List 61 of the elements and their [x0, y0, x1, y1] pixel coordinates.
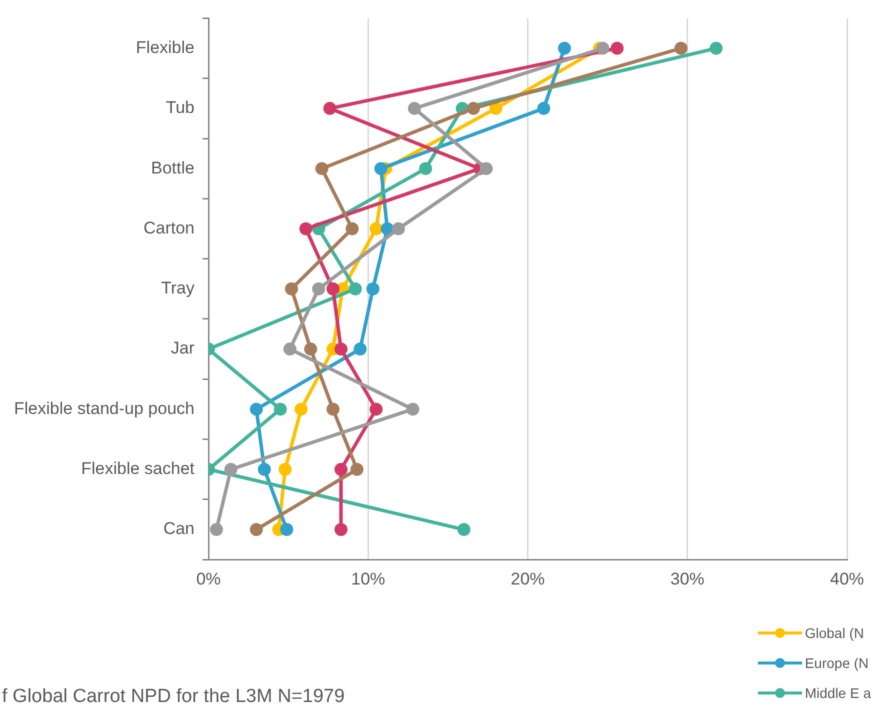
point: [366, 282, 380, 296]
x-tick-label: 0%: [196, 569, 221, 588]
point: [374, 162, 388, 176]
point: [406, 402, 420, 416]
legend-label: Middle E a: [804, 685, 871, 701]
point: [250, 523, 263, 536]
point: [537, 102, 550, 115]
point: [348, 282, 362, 296]
point: [610, 42, 624, 55]
point: [299, 222, 312, 236]
point: [489, 102, 502, 115]
point: [326, 402, 340, 416]
point: [323, 102, 336, 115]
point: [334, 342, 348, 356]
point: [283, 342, 296, 356]
point: [285, 282, 298, 296]
point: [258, 462, 271, 476]
point: [466, 102, 480, 115]
y-tick-label: Flexible: [136, 38, 194, 57]
point: [346, 222, 359, 236]
x-tick-label: 40%: [830, 569, 864, 588]
point: [250, 402, 263, 416]
point: [304, 342, 318, 356]
point: [294, 402, 308, 416]
x-tick-label: 10%: [351, 569, 386, 588]
point: [315, 162, 328, 176]
text: f Global Carrot NPD for the L3M N=1979: [2, 686, 345, 708]
y-tick-label: Bottle: [151, 158, 194, 178]
point: [350, 462, 364, 476]
point: [674, 42, 688, 55]
y-tick-label: Carton: [143, 218, 194, 238]
y-tick-label: Flexible sachet: [81, 459, 195, 478]
y-tick-label: Can: [163, 519, 194, 538]
point: [370, 222, 383, 236]
x-tick-label: 30%: [670, 569, 704, 588]
y-tick-label: Flexible stand-up pouch: [14, 398, 194, 418]
point: [457, 523, 470, 536]
point: [210, 523, 223, 536]
point: [312, 282, 326, 296]
point: [354, 342, 367, 356]
y-tick-label: Jar: [170, 338, 195, 358]
point: [370, 402, 383, 416]
x-tick-label: 20%: [510, 569, 545, 588]
point: [558, 42, 571, 55]
point: [274, 402, 287, 416]
point: [280, 523, 294, 536]
point: [224, 462, 238, 476]
point: [334, 523, 348, 536]
point: [392, 222, 405, 236]
point: [419, 162, 432, 176]
y-tick-label: Tray: [161, 278, 195, 298]
point: [334, 462, 348, 476]
point: [480, 162, 493, 176]
point: [596, 42, 610, 55]
point: [408, 102, 421, 115]
legend-label: Europe (N: [804, 655, 869, 671]
point: [278, 462, 292, 476]
point: [326, 282, 340, 296]
y-tick-label: Tub: [166, 98, 194, 118]
legend-label: Global (N: [804, 625, 864, 641]
point: [710, 42, 723, 55]
